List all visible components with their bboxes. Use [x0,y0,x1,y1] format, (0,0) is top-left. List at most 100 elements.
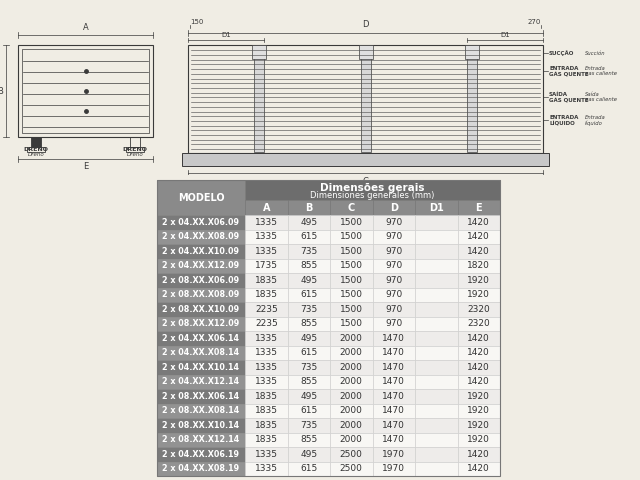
Text: 2000: 2000 [340,406,363,415]
Text: 2320: 2320 [467,305,490,314]
Bar [465,45,479,59]
Bar [372,273,415,288]
Text: 1835: 1835 [255,276,278,285]
Text: Dreno: Dreno [127,152,143,157]
Bar [458,331,500,346]
Text: E: E [476,203,482,213]
Bar [372,461,415,476]
Text: 1420: 1420 [467,218,490,227]
Bar [157,389,245,404]
Bar [372,302,415,317]
Text: 970: 970 [385,290,403,300]
Text: 1500: 1500 [340,232,363,241]
Bar [330,404,372,418]
Text: 1835: 1835 [255,421,278,430]
Bar [287,331,330,346]
Text: D: D [362,20,369,29]
Bar [458,229,500,244]
Text: 1920: 1920 [467,290,490,300]
Bar [330,389,372,404]
Bar [245,215,287,229]
Bar [330,360,372,374]
Text: 2000: 2000 [340,392,363,401]
Text: Entrada
líquido: Entrada líquido [585,115,605,126]
Text: 2000: 2000 [340,334,363,343]
Text: 2000: 2000 [340,421,363,430]
Bar [458,259,500,273]
Text: Dreno: Dreno [28,152,44,157]
Text: 1835: 1835 [255,290,278,300]
Bar [458,288,500,302]
Text: D1: D1 [429,203,444,213]
Text: 1335: 1335 [255,450,278,459]
Bar [372,418,415,432]
Bar [415,302,458,317]
Bar [330,302,372,317]
Text: 2 x 04.XX.X12.09: 2 x 04.XX.X12.09 [163,262,239,270]
Bar [458,404,500,418]
Text: 855: 855 [300,262,317,270]
Bar [287,259,330,273]
Bar [330,244,372,259]
Text: Succión: Succión [585,50,605,56]
Bar [287,346,330,360]
Bar [157,229,245,244]
Text: 2 x 04.XX.X06.09: 2 x 04.XX.X06.09 [163,218,239,227]
Bar [245,346,287,360]
Text: 1920: 1920 [467,435,490,444]
Text: 1970: 1970 [382,464,405,473]
Text: 2500: 2500 [340,464,363,473]
Bar [287,273,330,288]
Bar [27,147,45,152]
Text: DRENO: DRENO [24,147,49,152]
Bar [188,45,543,153]
Bar [330,317,372,331]
Text: 735: 735 [300,305,317,314]
Bar [157,180,500,476]
Text: A: A [262,203,270,213]
Text: D: D [390,203,397,213]
Bar [458,447,500,461]
Bar [157,317,245,331]
Text: 1420: 1420 [467,348,490,357]
Bar [287,229,330,244]
Text: 1835: 1835 [255,392,278,401]
Bar [372,346,415,360]
Bar [157,360,245,374]
Bar [372,288,415,302]
Bar [458,461,500,476]
Text: 1420: 1420 [467,232,490,241]
Bar [458,389,500,404]
Bar [458,418,500,432]
Bar [182,153,549,166]
Text: 615: 615 [300,464,317,473]
Text: 855: 855 [300,377,317,386]
Bar [22,49,149,133]
Bar [245,244,287,259]
Text: 970: 970 [385,276,403,285]
Text: 615: 615 [300,290,317,300]
Bar [372,200,415,215]
Bar [372,229,415,244]
Text: 1920: 1920 [467,392,490,401]
Text: 1335: 1335 [255,363,278,372]
Bar [245,288,287,302]
Text: 2 x 08.XX.X08.14: 2 x 08.XX.X08.14 [163,406,239,415]
Text: 2 x 04.XX.X08.14: 2 x 04.XX.X08.14 [163,348,239,357]
Text: 495: 495 [300,334,317,343]
Text: C: C [348,203,355,213]
Text: 970: 970 [385,247,403,256]
Bar [372,432,415,447]
Text: 1970: 1970 [382,450,405,459]
Bar [245,432,287,447]
Bar [157,461,245,476]
Text: 2000: 2000 [340,348,363,357]
Text: 2 x 04.XX.X08.09: 2 x 04.XX.X08.09 [163,232,239,241]
Text: SUCÇÃO: SUCÇÃO [549,50,574,56]
Text: Dimensiones generales (mm): Dimensiones generales (mm) [310,191,435,200]
Bar [287,288,330,302]
Bar [245,317,287,331]
Bar [18,45,153,137]
Bar [458,273,500,288]
Text: 615: 615 [300,348,317,357]
